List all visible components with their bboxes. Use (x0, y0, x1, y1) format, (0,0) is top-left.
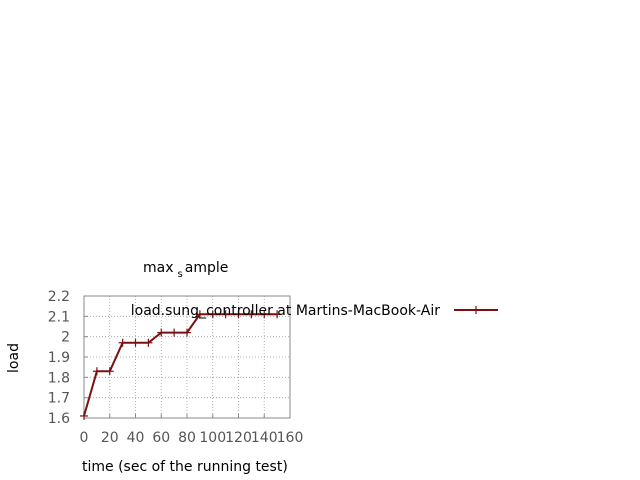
x-tick-label: 0 (80, 430, 89, 446)
data-point (247, 310, 256, 319)
chart-title: max s ample (143, 260, 228, 280)
x-tick-label: 60 (152, 430, 170, 446)
data-point (157, 328, 166, 337)
data-point (260, 310, 269, 319)
x-axis-label: time (sec of the running test) (82, 459, 288, 475)
data-point (92, 367, 101, 376)
data-point (208, 310, 217, 319)
y-axis-label: load (6, 343, 22, 373)
data-point (273, 310, 282, 319)
x-tick-label: 120 (225, 430, 252, 446)
y-tick-label: 1.9 (48, 350, 70, 366)
x-tick-label: 100 (199, 430, 226, 446)
y-tick-label: 1.8 (48, 370, 70, 386)
data-point (170, 328, 179, 337)
data-point (118, 338, 127, 347)
plot-frame (83, 295, 291, 419)
data-point (131, 338, 140, 347)
data-point (183, 328, 191, 337)
y-tick-label: 1.7 (48, 391, 70, 407)
legend: load.sung_controller at Martins-MacBook-… (131, 303, 498, 319)
x-tick-label: 160 (277, 430, 304, 446)
y-tick-label: 2.2 (48, 289, 70, 305)
y-tick-label: 1.6 (48, 411, 70, 427)
x-tick-label: 140 (251, 430, 278, 446)
data-point (234, 310, 243, 319)
x-tick-label: 20 (101, 430, 119, 446)
legend-label: load.sung_controller at Martins-MacBook-… (131, 303, 440, 319)
chart-title-main: max (143, 260, 174, 276)
x-tick-label: 40 (127, 430, 145, 446)
series-line (83, 313, 278, 417)
x-axis-ticks: 0 20 40 60 80 100 120 140 160 (80, 414, 304, 446)
data-point (195, 310, 204, 319)
chart-title-subscript: s (178, 269, 183, 280)
data-point (80, 411, 88, 420)
chart-title-rest: ample (185, 260, 229, 276)
y-tick-label: 2 (61, 330, 70, 346)
data-point (144, 338, 153, 347)
y-tick-label: 2.1 (48, 309, 70, 325)
data-point (221, 310, 230, 319)
data-point (105, 367, 114, 376)
y-axis-ticks: 1.6 1.7 1.8 1.9 2 2.1 2.2 (48, 289, 88, 427)
series-layer (80, 310, 282, 420)
grid-lines (84, 296, 290, 418)
x-tick-label: 80 (178, 430, 196, 446)
